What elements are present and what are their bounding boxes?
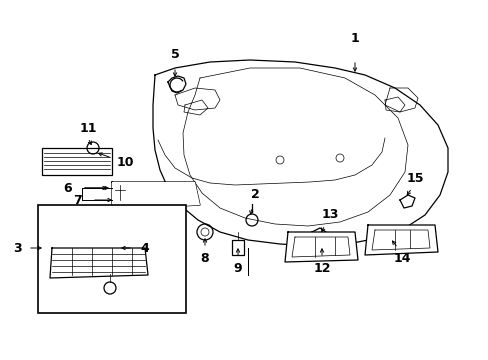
Text: 2: 2 — [250, 189, 259, 202]
Text: 9: 9 — [233, 261, 242, 274]
Polygon shape — [285, 232, 357, 262]
Polygon shape — [364, 225, 437, 255]
Text: 14: 14 — [392, 252, 410, 265]
Text: 5: 5 — [170, 49, 179, 62]
Text: 1: 1 — [350, 31, 359, 45]
Polygon shape — [50, 248, 148, 278]
Text: 6: 6 — [63, 181, 72, 194]
Polygon shape — [112, 182, 200, 210]
Bar — [38, 205, 185, 313]
Text: 3: 3 — [14, 242, 22, 255]
Bar — [231, 240, 244, 255]
Text: 15: 15 — [406, 171, 423, 184]
Bar — [42, 148, 112, 175]
Text: 12: 12 — [313, 261, 330, 274]
Text: 8: 8 — [200, 252, 209, 265]
Text: 10: 10 — [116, 156, 134, 168]
Text: 7: 7 — [74, 194, 82, 207]
Polygon shape — [112, 182, 200, 210]
Text: 4: 4 — [141, 242, 149, 255]
Text: 11: 11 — [79, 122, 97, 135]
Text: 13: 13 — [321, 208, 338, 221]
